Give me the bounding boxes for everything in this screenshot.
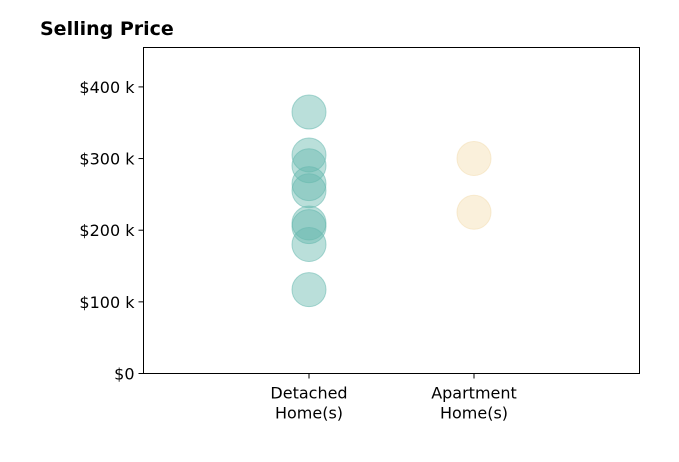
data-point: [291, 137, 327, 173]
data-point: [291, 227, 327, 263]
data-point: [456, 194, 492, 230]
data-point: [291, 148, 327, 184]
y-axis: $0 $100 k $200 k $300 k $400 k: [79, 78, 144, 384]
data-point: [456, 141, 492, 177]
chart-title: Selling Price: [40, 18, 174, 40]
data-point: [291, 209, 327, 245]
y-tick-label: $0: [114, 365, 134, 384]
x-tick-label: Apartment Home(s): [431, 384, 517, 423]
y-tick-label: $200 k: [79, 221, 135, 240]
y-tick-label: $400 k: [79, 78, 135, 97]
data-point: [291, 272, 327, 308]
data-point: [291, 173, 327, 209]
x-axis: Detached Home(s) Apartment Home(s): [270, 373, 517, 423]
data-points: [291, 94, 492, 308]
data-point: [291, 166, 327, 202]
y-tick-label: $100 k: [79, 293, 135, 312]
plot-area-frame: [143, 47, 640, 374]
y-tick-label: $300 k: [79, 150, 135, 169]
data-point: [291, 94, 327, 130]
x-tick-label: Detached Home(s): [270, 384, 347, 423]
